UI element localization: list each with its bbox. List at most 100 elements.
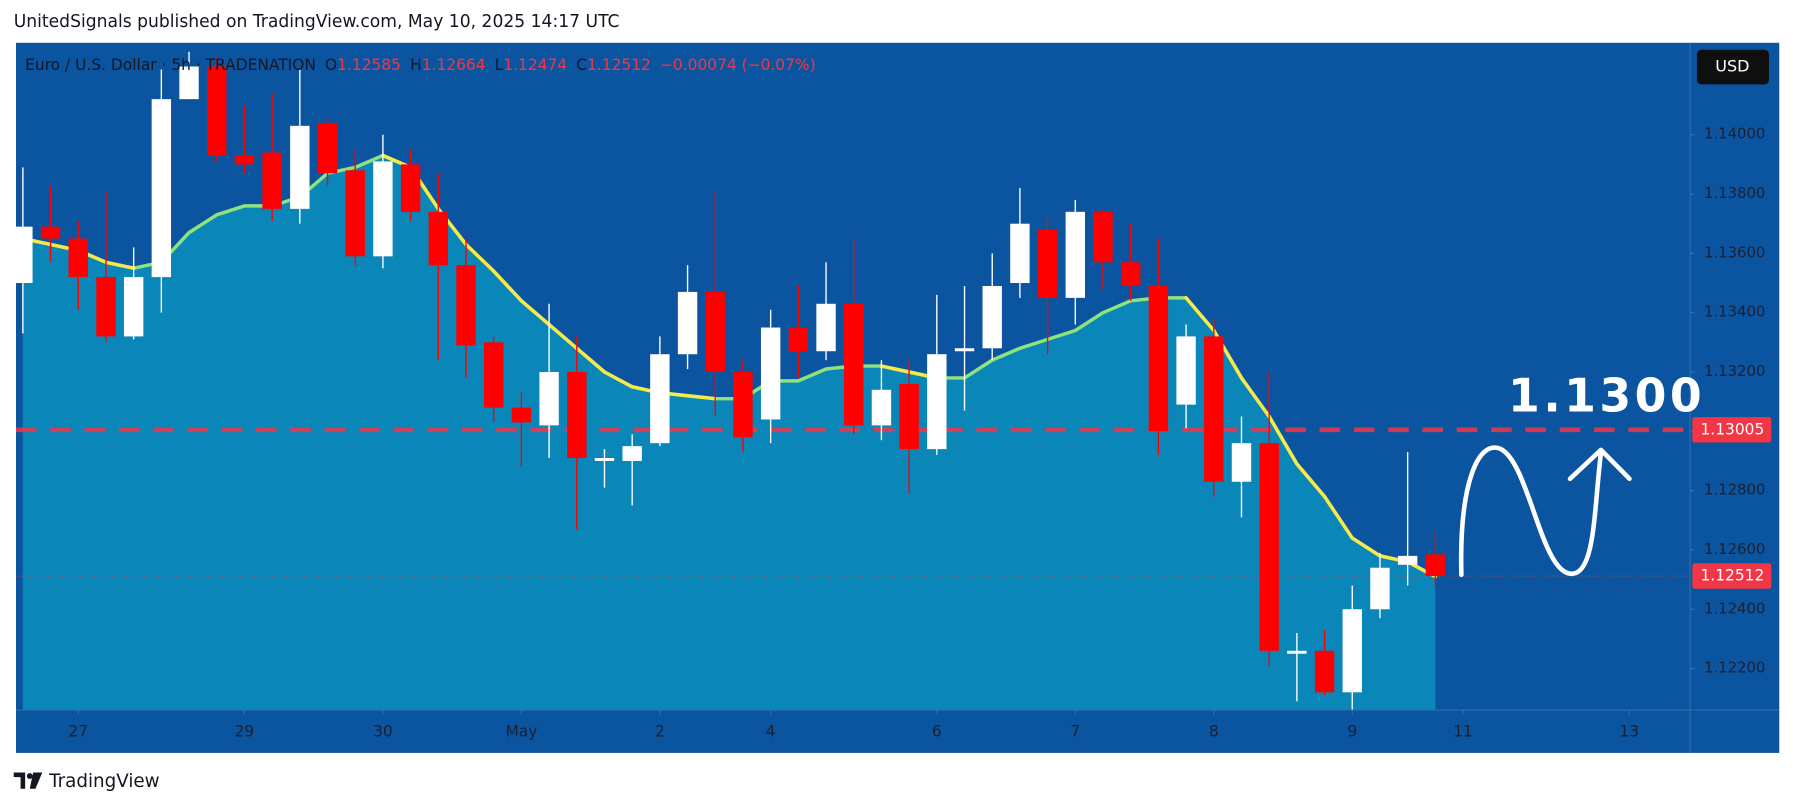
candle-body: [1148, 285, 1169, 432]
y-tick-label: 1.12200: [1704, 659, 1765, 677]
ma-falling-segment: [464, 242, 496, 273]
candle-body: [68, 238, 88, 278]
last-price-label: 1.12512: [1700, 566, 1764, 584]
ohlc-label: L: [495, 55, 504, 73]
candle-body: [871, 389, 892, 426]
x-tick-label: 30: [373, 723, 393, 741]
candle-body: [16, 226, 33, 284]
candle-body: [207, 66, 227, 156]
candle-body: [456, 265, 476, 346]
y-tick-label: 1.13200: [1704, 362, 1765, 380]
candle-body: [428, 211, 448, 266]
candle-body: [1231, 443, 1252, 482]
header: UnitedSignals published on TradingView.c…: [14, 12, 620, 32]
ma-falling-segment: [491, 269, 524, 303]
candle-body: [1176, 336, 1196, 405]
ma-falling-segment: [879, 364, 911, 374]
ma-falling-segment: [1322, 494, 1354, 540]
ohlc-label: H: [410, 55, 422, 73]
x-tick-label: 9: [1347, 723, 1357, 741]
ohlc-value: 1.12585: [337, 55, 401, 73]
candle-body: [317, 122, 338, 174]
candle-body: [1342, 609, 1362, 693]
x-tick-label: 8: [1209, 723, 1219, 741]
candle-body: [982, 285, 1002, 349]
candle-body: [96, 277, 116, 337]
ma-falling-segment: [575, 346, 607, 374]
candle-body: [594, 458, 615, 461]
price-tag: [1692, 417, 1772, 443]
candle-body: [40, 226, 61, 239]
candle-body: [927, 354, 947, 450]
candle-body: [373, 161, 393, 257]
candle-body: [234, 155, 255, 165]
candle-body: [816, 303, 836, 352]
candle-body: [760, 327, 781, 420]
y-tick-label: 1.12400: [1704, 599, 1765, 617]
ohlc-label: O: [325, 55, 337, 73]
candle-body: [1204, 336, 1224, 482]
ohlc-value: 1.12664: [422, 55, 486, 73]
ohlc-value: 1.12474: [503, 55, 567, 73]
x-tick-label: 29: [235, 723, 255, 741]
candle-body: [899, 383, 919, 450]
ma-falling-segment: [1184, 296, 1216, 333]
logo-dot: [26, 773, 33, 779]
price-tag-label: 1.13005: [1700, 420, 1764, 438]
ma-area: [22, 155, 1436, 711]
last-price-tag: [1692, 563, 1772, 589]
change: −0.00074 (−0.07%): [660, 55, 816, 73]
footer: TradingView: [48, 771, 159, 792]
candle-body: [179, 66, 199, 100]
x-tick-label: 2: [655, 723, 665, 741]
candle-body: [345, 170, 365, 257]
y-tick-label: 1.13400: [1704, 303, 1765, 321]
y-tick-label: 1.12800: [1704, 481, 1765, 499]
ma-falling-segment: [104, 260, 136, 270]
arrow-head: [1567, 447, 1632, 482]
currency-box: [1696, 49, 1769, 85]
candle-body: [1093, 211, 1113, 263]
candle-body: [151, 99, 172, 278]
currency: USD: [1715, 57, 1749, 76]
x-tick-label: 6: [932, 723, 942, 741]
candle-body: [400, 164, 421, 212]
candle-body: [290, 125, 310, 209]
logo-mark: [29, 772, 43, 789]
y-tick-label: 1.13600: [1704, 243, 1765, 261]
candle-body: [1425, 554, 1446, 577]
candle-body: [1010, 223, 1030, 284]
logo-mark: [13, 772, 26, 789]
plot-area: [16, 51, 1691, 711]
candle-body: [954, 348, 975, 352]
ma-falling-segment: [602, 370, 634, 389]
axes: 1.122001.124001.126001.128001.130001.132…: [68, 125, 1772, 741]
candle-body: [677, 291, 698, 355]
ma-falling-segment: [547, 322, 579, 351]
candle-body: [1259, 443, 1279, 651]
y-tick-label: 1.14000: [1704, 125, 1765, 143]
x-tick-label: May: [505, 723, 537, 741]
candle-body: [844, 303, 864, 426]
y-tick-label: 1.13800: [1704, 184, 1765, 202]
candle-body: [123, 277, 144, 337]
ma-falling-segment: [1295, 462, 1327, 499]
ohlc-legend: Euro / U.S. Dollar · 5h · TRADENATION O1.…: [25, 55, 815, 73]
candle-body: [567, 371, 587, 459]
candle-body: [1037, 229, 1058, 298]
forecast-arrow: [1458, 445, 1604, 578]
candle-body: [511, 407, 532, 423]
x-tick-label: 27: [68, 723, 88, 741]
symbol: Euro / U.S. Dollar · 5h · TRADENATION: [25, 55, 316, 73]
x-tick-label: 7: [1070, 723, 1080, 741]
ma-falling-segment: [519, 299, 551, 327]
candle-body: [539, 371, 559, 426]
candle-body: [1397, 555, 1418, 565]
ohlc-label: C: [576, 55, 587, 73]
candle-body: [733, 371, 753, 438]
x-tick-label: 13: [1619, 723, 1639, 741]
candle-body: [1370, 567, 1390, 610]
candle-body: [1065, 211, 1085, 298]
